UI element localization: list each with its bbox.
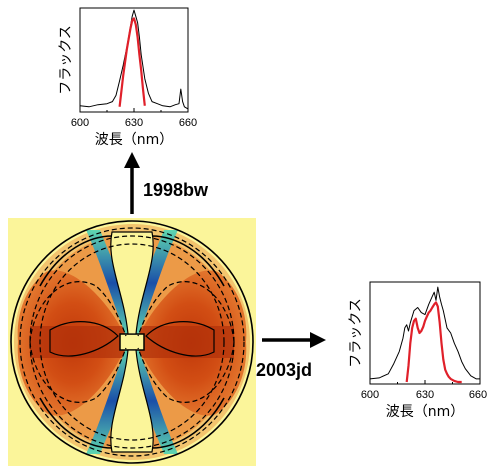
spectrum-1998bw: 600 630 660 波長（nm） フラックス (58, 7, 197, 148)
plot-frame-top (79, 7, 189, 113)
spectrum-top-series-0-line (79, 9, 189, 110)
tick-right-600: 600 (361, 389, 379, 401)
tick-top-660: 660 (179, 117, 197, 129)
arrow-right (262, 332, 326, 348)
lower-channel (110, 349, 154, 453)
ylabel-top: フラックス (58, 25, 74, 95)
spectrum-top-series-1-line (118, 17, 146, 107)
label-2003jd: 2003jd (256, 360, 312, 380)
arrow-up (124, 152, 140, 214)
simulation-image (8, 218, 256, 466)
contour-lines (10, 220, 254, 464)
tick-top-630: 630 (125, 117, 143, 129)
xlabel-right: 波長（nm） (386, 404, 465, 420)
upper-channel (110, 231, 154, 335)
ylabel-right: フラックス (348, 298, 364, 368)
spectrum-right-series-1-line (405, 301, 462, 384)
plot-frame-right (369, 281, 481, 385)
xlabel-top: 波長（nm） (95, 132, 174, 148)
tick-right-660: 660 (469, 389, 487, 401)
spectrum-2003jd: 600 630 660 波長（nm） フラックス (348, 281, 487, 420)
tick-right-630: 630 (416, 389, 434, 401)
center-core (119, 333, 145, 351)
spectrum-right-series-0-line (369, 286, 480, 380)
tick-top-600: 600 (71, 117, 89, 129)
label-1998bw: 1998bw (143, 180, 209, 200)
